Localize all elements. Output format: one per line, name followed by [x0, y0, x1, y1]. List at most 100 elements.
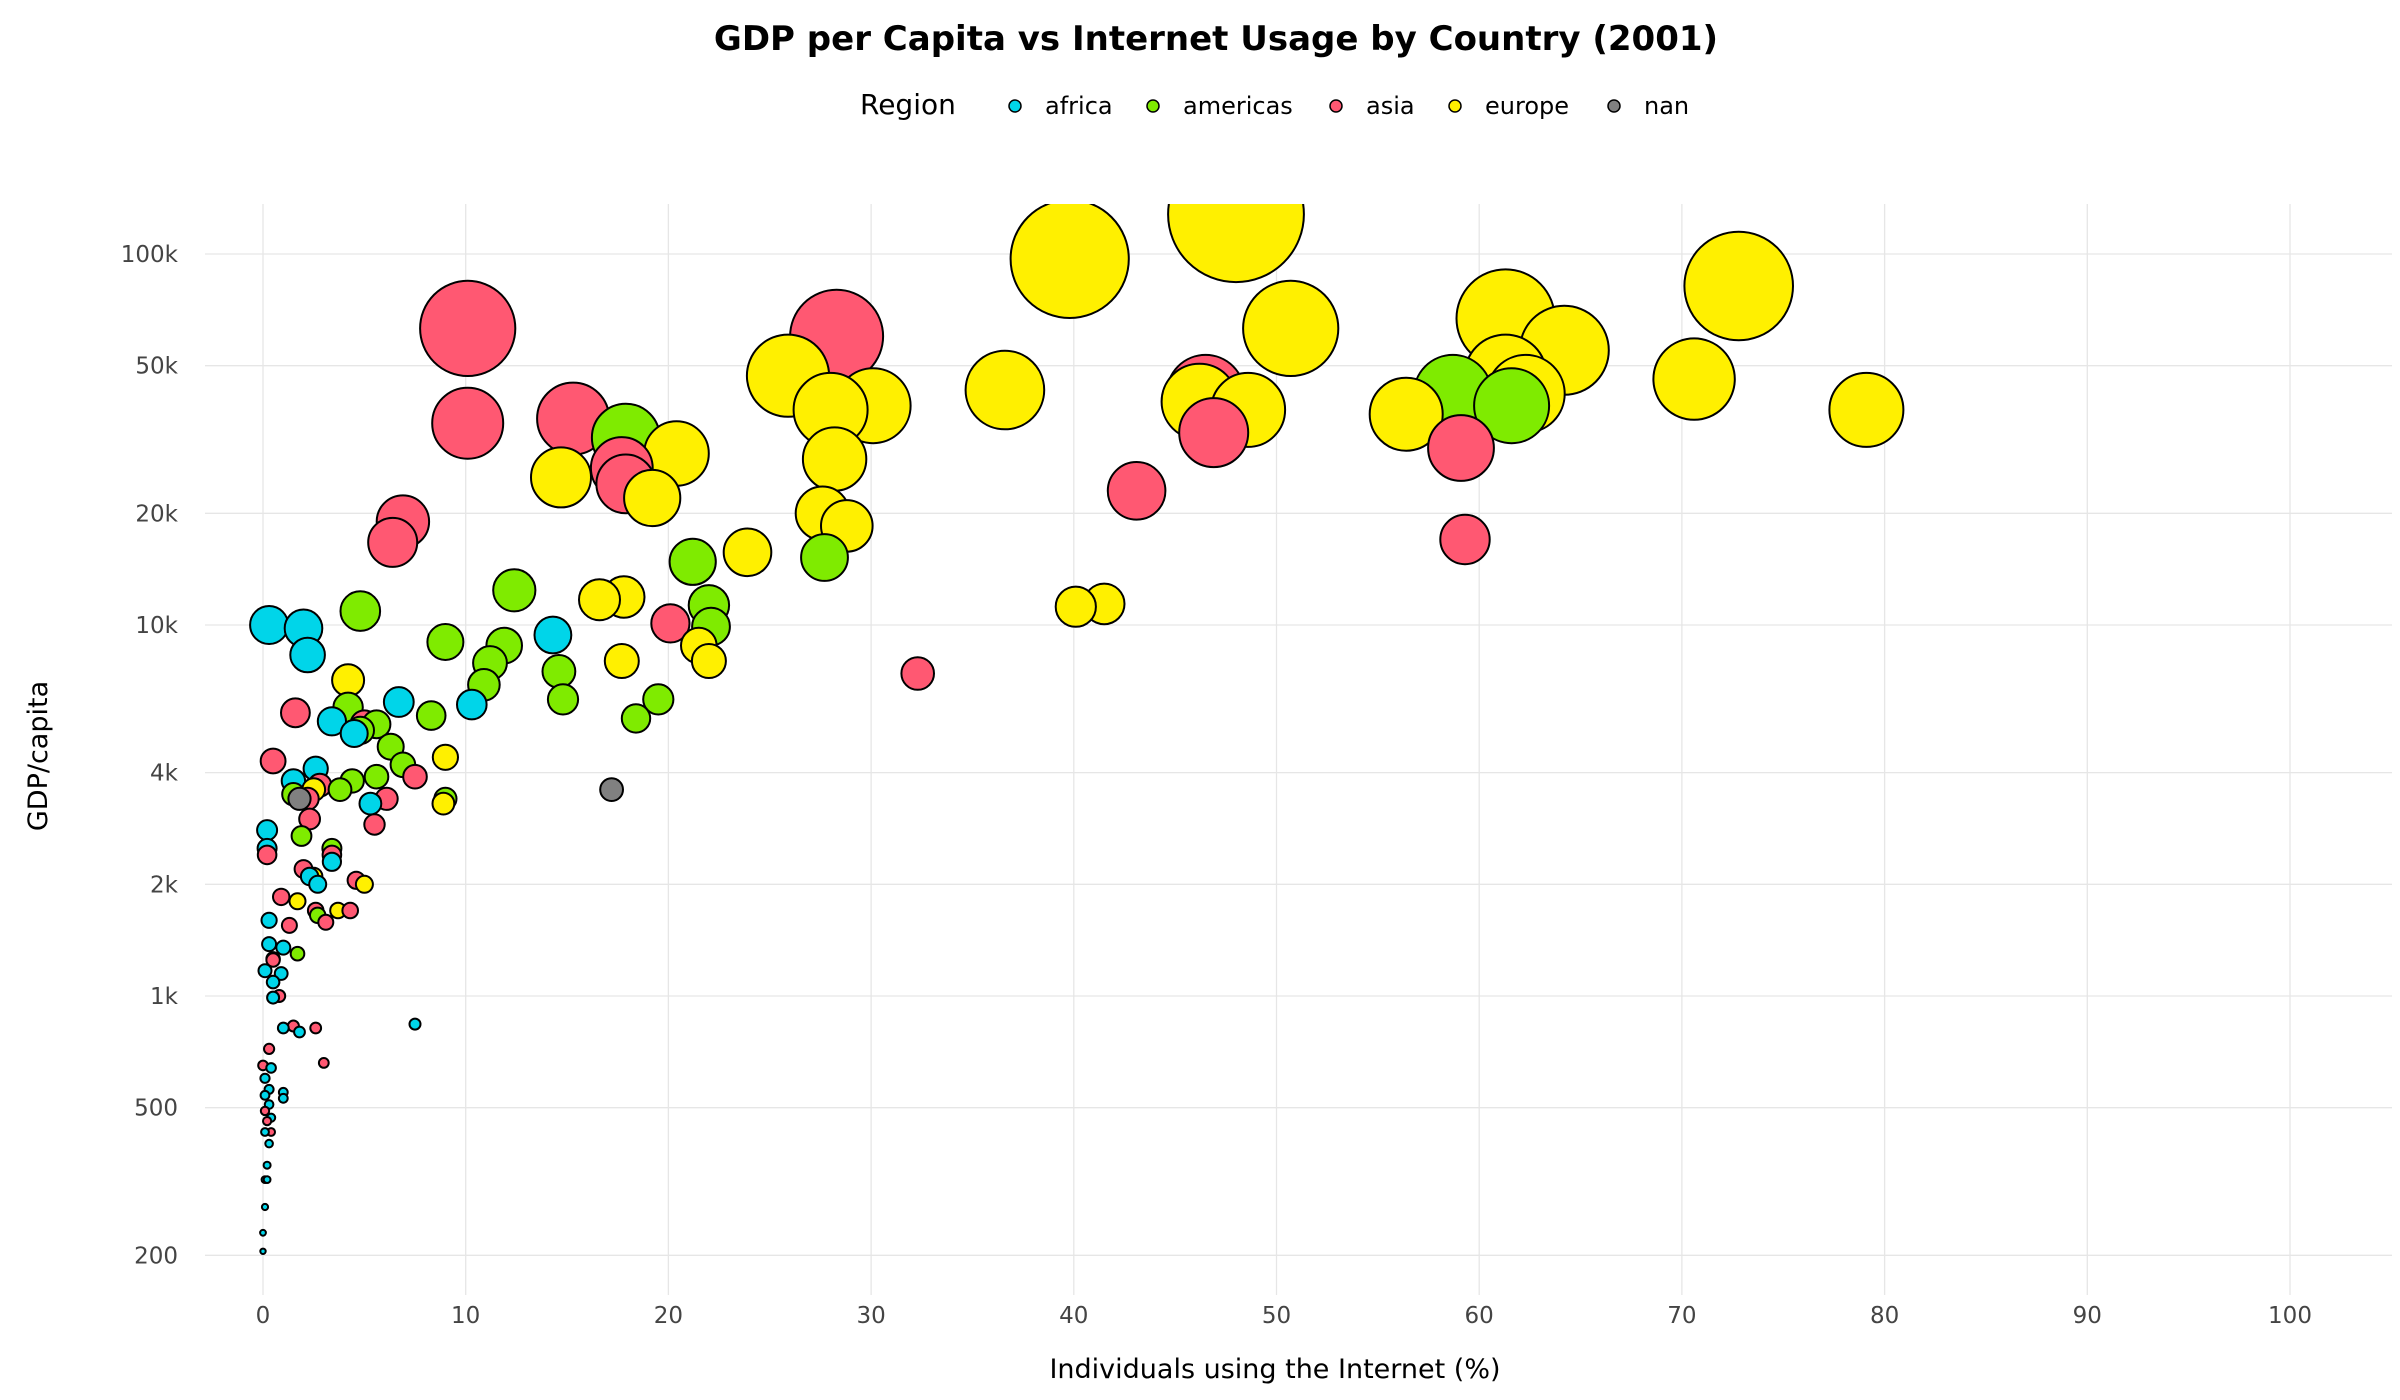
data-point-asia	[262, 1116, 273, 1127]
data-point-africa	[533, 615, 573, 655]
legend-item-americas: americas	[1146, 92, 1293, 120]
data-point-europe	[690, 643, 727, 679]
legend-title: Region	[860, 88, 956, 121]
data-points	[249, 204, 1905, 1256]
data-point-asia	[272, 887, 291, 907]
data-point-asia	[1427, 414, 1495, 482]
data-point-africa	[277, 1092, 289, 1104]
data-point-americas	[426, 623, 465, 661]
data-point-asia	[341, 901, 360, 920]
data-point-africa	[382, 686, 415, 718]
data-point-asia	[259, 747, 287, 775]
y-tick-label: 4k	[150, 761, 179, 787]
x-tick-label: 10	[451, 1303, 480, 1329]
x-tick-label: 50	[1262, 1303, 1291, 1329]
data-point-asia	[317, 913, 335, 931]
data-point-europe	[1683, 230, 1794, 342]
data-point-europe	[354, 874, 374, 894]
x-tick-label: 60	[1465, 1303, 1494, 1329]
data-point-asia	[367, 516, 419, 568]
data-point-europe	[623, 468, 682, 528]
data-point-europe	[431, 791, 456, 816]
y-axis-label: GDP/capita	[23, 681, 54, 831]
data-point-asia	[402, 763, 428, 790]
data-point-africa	[259, 1247, 267, 1256]
y-axis-ticks: 200 500 1k 2k 4k 10k 20k 50k 100k	[121, 242, 179, 1269]
data-point-africa	[249, 605, 290, 645]
data-point-americas	[492, 568, 537, 613]
data-point-africa	[259, 1228, 267, 1237]
data-point-europe	[964, 349, 1046, 431]
legend-swatch	[1329, 99, 1343, 113]
data-point-europe	[1242, 279, 1340, 377]
x-tick-label: 40	[1059, 1303, 1088, 1329]
data-point-asia	[650, 603, 691, 644]
data-point-asia	[1106, 461, 1167, 521]
data-point-europe	[1828, 371, 1905, 448]
data-point-africa	[259, 1089, 271, 1101]
legend-swatch	[1448, 99, 1462, 113]
data-point-europe	[801, 426, 868, 492]
data-point-europe	[1167, 204, 1305, 284]
data-point-europe	[431, 743, 459, 771]
legend-item-europe: europe	[1448, 92, 1569, 120]
data-point-americas	[415, 700, 447, 731]
chart-title: GDP per Capita vs Internet Usage by Coun…	[714, 19, 1718, 59]
x-tick-label: 30	[856, 1303, 885, 1329]
y-tick-label: 1k	[150, 984, 179, 1010]
data-point-americas	[668, 537, 717, 586]
x-tick-label: 80	[1870, 1303, 1899, 1329]
data-point-africa	[308, 874, 328, 894]
data-point-europe	[603, 643, 640, 679]
data-point-europe	[1652, 337, 1736, 421]
data-point-americas	[327, 777, 353, 802]
legend-item-nan: nan	[1607, 92, 1689, 120]
data-point-africa	[408, 1017, 422, 1031]
data-point-africa	[275, 939, 292, 956]
legend-label: americas	[1183, 92, 1293, 120]
data-point-nan	[599, 777, 624, 802]
data-point-europe	[331, 663, 366, 698]
data-point-asia	[363, 813, 386, 836]
y-tick-label: 500	[134, 1096, 178, 1122]
data-point-americas	[620, 703, 652, 734]
data-point-americas	[339, 590, 382, 632]
legend-swatch	[1146, 99, 1160, 113]
data-point-africa	[289, 636, 326, 674]
data-point-africa	[259, 1072, 271, 1084]
data-point-africa	[262, 1160, 272, 1170]
legend-swatch	[1607, 99, 1621, 113]
y-tick-label: 20k	[135, 501, 178, 527]
legend-item-asia: asia	[1329, 92, 1415, 120]
data-point-asia	[431, 386, 505, 460]
data-point-asia	[419, 279, 517, 377]
legend-swatch	[1008, 99, 1022, 113]
data-point-asia	[256, 844, 278, 866]
y-tick-label: 10k	[135, 613, 178, 639]
data-point-africa	[265, 974, 281, 990]
data-point-asia	[1178, 397, 1250, 469]
y-tick-label: 100k	[121, 242, 179, 268]
legend-label: nan	[1644, 92, 1689, 120]
x-axis-ticks: 0 10 20 30 40 50 60 70 80 90 100	[256, 1303, 2312, 1329]
data-point-africa	[256, 819, 279, 842]
data-point-europe	[722, 527, 773, 578]
data-point-africa	[316, 706, 347, 737]
data-point-asia	[259, 1105, 271, 1117]
data-point-asia	[263, 1042, 276, 1056]
data-point-asia	[265, 952, 281, 968]
data-point-americas	[642, 683, 675, 716]
data-point-africa	[265, 1062, 277, 1074]
data-point-americas	[541, 654, 577, 689]
x-axis-label: Individuals using the Internet (%)	[1049, 1354, 1500, 1385]
data-point-americas	[1473, 367, 1551, 445]
data-point-africa	[257, 963, 273, 979]
x-tick-label: 70	[1667, 1303, 1696, 1329]
data-point-africa	[321, 851, 342, 872]
data-point-africa	[264, 1138, 274, 1149]
data-point-africa	[456, 688, 488, 721]
data-point-europe	[578, 578, 621, 622]
legend: Region africa americas asia europe nan	[860, 88, 1689, 121]
data-point-africa	[261, 936, 278, 953]
